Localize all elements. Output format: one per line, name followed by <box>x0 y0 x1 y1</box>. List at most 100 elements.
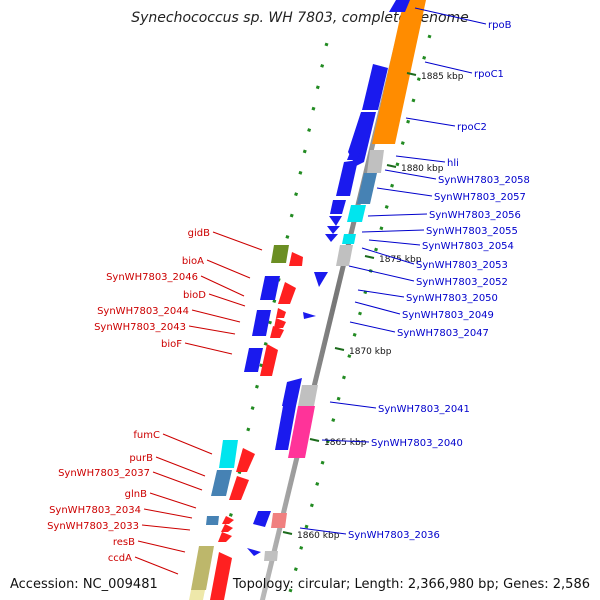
gene-label[interactable]: SynWH7803_2056 <box>429 210 521 221</box>
gene-SynWH7803_2058[interactable] <box>336 160 358 196</box>
gene-SynWH7803_2034[interactable] <box>221 524 233 532</box>
gene-SynWH7803_2036[interactable] <box>253 511 271 527</box>
gene-resB[interactable] <box>247 548 261 556</box>
label-leader <box>384 169 437 180</box>
gc-dash <box>384 205 389 209</box>
gene-label[interactable]: hli <box>447 158 459 169</box>
gene-label[interactable]: SynWH7803_2055 <box>426 226 518 237</box>
gene-bioA-fwd[interactable] <box>278 282 296 304</box>
gene-SynWH7803_2056[interactable] <box>329 216 342 226</box>
cog-feature[interactable] <box>271 513 287 528</box>
gene-SynWH7803_2054[interactable] <box>325 234 338 242</box>
gene-label[interactable]: fumC <box>133 430 160 441</box>
gc-dash <box>315 85 320 90</box>
gene-label[interactable]: ccdA <box>108 553 132 564</box>
gene-SynWH7803_2046[interactable] <box>252 310 271 336</box>
gc-dash <box>422 55 427 60</box>
cog-feature[interactable] <box>342 234 356 244</box>
gene-label[interactable]: SynWH7803_2057 <box>434 192 526 203</box>
gene-label[interactable]: glnB <box>125 489 147 500</box>
gene-bioF-fwd[interactable] <box>260 344 278 376</box>
gene-SynWH7803_2044[interactable] <box>274 318 286 328</box>
tick-label: 1870 kbp <box>349 347 392 357</box>
gene-label[interactable]: SynWH7803_2047 <box>397 328 489 339</box>
gc-dash <box>288 588 293 593</box>
gene-purB[interactable] <box>229 476 249 500</box>
gene-label[interactable]: SynWH7803_2049 <box>402 310 494 321</box>
tick-label: 1860 kbp <box>297 531 340 541</box>
gene-glnB[interactable] <box>222 516 234 524</box>
gene-gidB[interactable] <box>289 252 303 266</box>
cog-feature[interactable] <box>206 516 219 525</box>
cog-feature[interactable] <box>367 150 384 173</box>
cog-feature[interactable] <box>271 245 289 263</box>
gene-SynWH7803_2055[interactable] <box>327 226 340 234</box>
label-leader <box>405 117 456 127</box>
gene-bioD[interactable] <box>276 308 286 318</box>
tick-mark <box>386 164 397 168</box>
cog-feature[interactable] <box>288 406 315 458</box>
gene-label[interactable]: rpoC1 <box>474 69 504 80</box>
cog-feature[interactable] <box>336 245 353 266</box>
gene-label[interactable]: purB <box>129 453 153 464</box>
gene-label[interactable]: SynWH7803_2046 <box>106 272 198 283</box>
gene-ccdA[interactable] <box>210 552 232 600</box>
gene-label[interactable]: bioD <box>183 290 206 301</box>
cog-feature[interactable] <box>189 590 205 600</box>
gene-label[interactable]: SynWH7803_2036 <box>348 530 440 541</box>
label-leader <box>184 342 233 355</box>
gene-SynWH7803_2052[interactable] <box>314 272 328 287</box>
label-leader <box>149 492 197 509</box>
gc-dash <box>324 42 329 47</box>
gene-label[interactable]: bioF <box>161 339 182 350</box>
gene-label[interactable]: SynWH7803_2041 <box>378 404 470 415</box>
gene-label[interactable]: SynWH7803_2040 <box>371 438 463 449</box>
gene-SynWH7803_2043[interactable] <box>270 326 284 338</box>
gene-rpoC1[interactable] <box>362 64 388 110</box>
gc-dash <box>400 141 405 145</box>
gene-fumC[interactable] <box>236 448 255 472</box>
cog-feature[interactable] <box>191 546 214 590</box>
gene-SynWH7803_2033[interactable] <box>218 532 232 542</box>
cog-feature[interactable] <box>372 0 426 144</box>
gene-SynWH7803_2041[interactable] <box>282 378 302 406</box>
cog-feature[interactable] <box>264 551 278 561</box>
gc-dash <box>263 341 268 346</box>
gene-label[interactable]: rpoB <box>488 20 512 31</box>
gene-label[interactable]: SynWH7803_2033 <box>47 521 139 532</box>
gene-label[interactable]: SynWH7803_2043 <box>94 322 186 333</box>
cog-feature[interactable] <box>298 385 318 406</box>
gene-SynWH7803_2057[interactable] <box>330 200 346 214</box>
label-leader <box>212 231 263 251</box>
label-leader <box>137 540 186 553</box>
gc-dash <box>363 290 368 295</box>
cog-track <box>189 0 426 600</box>
gene-hli[interactable] <box>347 145 363 160</box>
tick-mark <box>282 531 293 535</box>
gene-label[interactable]: SynWH7803_2050 <box>406 293 498 304</box>
tick-mark <box>406 72 417 76</box>
gene-label[interactable]: bioA <box>182 256 204 267</box>
gene-label[interactable]: SynWH7803_2044 <box>97 306 189 317</box>
gene-label[interactable]: rpoC2 <box>457 122 487 133</box>
gene-label[interactable]: SynWH7803_2052 <box>416 277 508 288</box>
cog-feature[interactable] <box>211 470 232 496</box>
gene-label[interactable]: resB <box>113 537 135 548</box>
gene-rpoB[interactable] <box>389 0 410 12</box>
cog-feature[interactable] <box>219 440 238 468</box>
label-leader <box>188 325 236 335</box>
cog-feature[interactable] <box>357 173 377 204</box>
gene-SynWH7803_2049[interactable] <box>303 312 316 319</box>
gene-label[interactable]: SynWH7803_2034 <box>49 505 141 516</box>
gene-label[interactable]: SynWH7803_2054 <box>422 241 514 252</box>
gene-label[interactable]: gidB <box>188 228 210 239</box>
gene-SynWH7803_2040[interactable] <box>275 406 296 450</box>
gene-bioA[interactable] <box>260 276 280 300</box>
gene-bioF[interactable] <box>244 348 263 372</box>
cog-feature[interactable] <box>347 205 366 222</box>
label-leader <box>361 247 415 265</box>
gene-label[interactable]: SynWH7803_2037 <box>58 468 150 479</box>
label-leader <box>349 321 396 333</box>
gene-label[interactable]: SynWH7803_2058 <box>438 175 530 186</box>
gene-label[interactable]: SynWH7803_2053 <box>416 260 508 271</box>
